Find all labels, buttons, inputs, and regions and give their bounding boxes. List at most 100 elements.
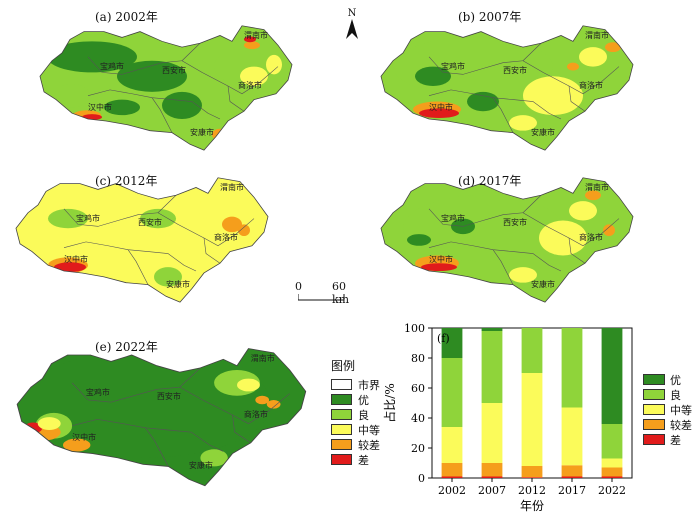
map-patch [32,435,44,442]
map-patch [200,449,228,467]
bar-segment [561,407,583,466]
panel-title: (e) 2022年 [95,340,158,354]
bar-segment [441,358,463,427]
bar-segment [601,476,623,478]
map-patch [509,267,537,283]
y-tick-label: 20 [411,442,425,455]
city-label: 宝鸡市 [100,61,124,71]
y-tick-label: 0 [418,472,425,485]
ratio-chart: 0 20 40 60 80 100 2002 2007 2012 2017 2022 (f) 年份 占比/… [380,318,642,514]
stacked-bar-chart: 0 20 40 60 80 100 2002 2007 2012 2017 2022 (f) 年份 占比/… [382,322,633,513]
city-label: 渭南市 [244,30,268,40]
map-patch [603,224,615,237]
city-border [203,237,221,264]
city-label: 汉中市 [64,254,88,264]
map-patch [255,395,270,405]
city-label: 宝鸡市 [85,388,110,398]
bar-segment [481,331,503,403]
map-patch [37,417,61,430]
panel-title: (d) 2017年 [458,174,522,188]
bar-segment [481,403,503,463]
north-arrow: N [345,8,359,41]
city-label: 西安市 [138,217,162,227]
map-patch [237,378,260,392]
city-label: 西安市 [503,217,527,227]
chart-legend-swatch [643,419,665,430]
city-border [522,60,620,95]
city-border [87,56,183,75]
map-patch [222,216,242,233]
city-label: 安康市 [188,461,213,470]
city-label: 商洛市 [214,233,238,243]
x-tick-label: 2022 [598,484,626,497]
map-patch [419,108,459,119]
city-border [157,195,177,213]
chart-legend-item: 优 [643,372,692,387]
city-border [87,89,221,120]
chart-legend-swatch [643,389,665,400]
x-tick-label: 2012 [518,484,546,497]
legend-item: 中等 [331,422,380,437]
city-border [428,56,524,75]
bar-segment [521,373,543,466]
chart-legend-swatch [643,404,665,415]
map-patch [567,62,579,71]
map-patch [117,60,187,92]
chart-legend-item: 较差 [643,417,692,432]
bar-segment [601,424,623,459]
map-patch [54,84,90,108]
city-border [127,249,149,285]
city-border [568,85,586,112]
chart-legend-label: 较差 [670,418,692,432]
x-tick-label: 2002 [438,484,466,497]
x-tick-label: 2017 [558,484,586,497]
city-border [157,212,255,247]
city-label: 渭南市 [585,30,609,40]
city-label: 渭南市 [220,182,244,192]
city-border [428,89,562,120]
bar-segment [601,467,623,477]
city-label: 宝鸡市 [76,213,100,223]
chart-legend-label: 优 [670,373,681,387]
city-label: 商洛市 [243,409,268,419]
map-patch [154,267,182,287]
chart-legend-item: 中等 [643,402,692,417]
bar-segment [441,427,463,463]
city-label: 安康市 [531,279,555,289]
city-label: 安康市 [190,127,214,137]
map-patch [48,208,88,229]
city-label: 汉中市 [429,102,453,112]
north-label: N [347,8,357,19]
bar-segment [481,476,503,478]
city-border [522,212,620,247]
chart-panel-label: (f) [437,332,450,345]
map-patch [523,76,583,116]
map-1 [39,25,293,151]
legend-swatch [331,394,352,405]
city-label: 西安市 [156,392,181,402]
province-outline [16,348,307,487]
city-border [492,97,514,133]
city-border [522,43,542,61]
chart-legend-label: 良 [670,388,681,402]
legend-label: 良 [358,408,369,422]
y-tick-label: 60 [411,382,425,395]
map-patch [244,41,260,50]
bar-segment [561,476,583,478]
map-patch [467,91,499,112]
map-3 [15,177,269,303]
city-label: 商洛市 [238,81,262,91]
city-border [492,249,514,285]
panel-title: (b) 2007年 [458,10,522,24]
map-panel-3: 渭南市 宝鸡市 西安市 商洛市 汉中市 安康市 [8,170,270,306]
city-label: 商洛市 [579,81,603,91]
legend-label: 市界 [358,378,380,392]
legend-label: 差 [358,453,369,467]
legend-item: 市界 [331,377,380,392]
city-border [63,208,159,227]
legend-swatch [331,454,352,465]
city-border [145,427,169,467]
city-border [71,382,180,403]
legend-item: 良 [331,407,380,422]
city-border [179,386,290,424]
